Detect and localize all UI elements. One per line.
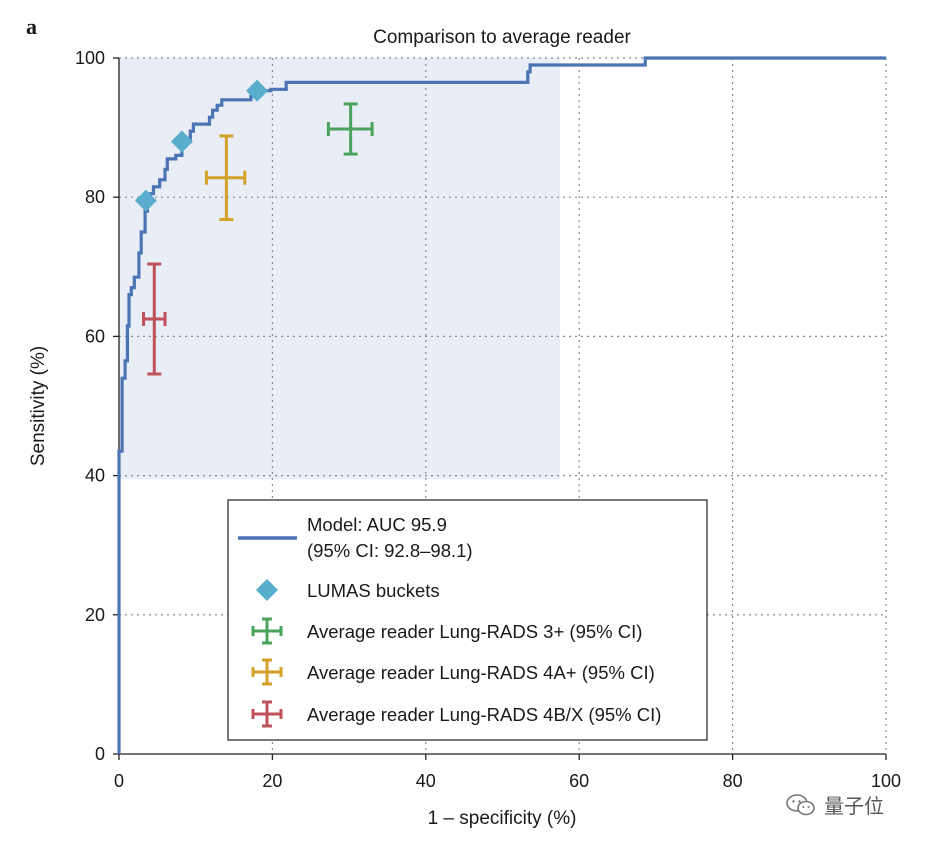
- legend-label-reader-2: Average reader Lung-RADS 4A+ (95% CI): [307, 662, 655, 683]
- x-axis-label: 1 – specificity (%): [428, 808, 577, 829]
- x-tick-label: 60: [569, 771, 589, 791]
- y-tick-label: 0: [95, 744, 105, 764]
- lumas-bucket-point: [170, 130, 193, 153]
- legend-errorbar-swatch-2: [251, 658, 283, 686]
- legend-lumas-swatch: [256, 579, 278, 601]
- watermark-text: 量子位: [824, 794, 884, 818]
- legend-label-model: Model: AUC 95.9: [307, 514, 447, 535]
- x-tick-label: 0: [114, 771, 124, 791]
- legend-label-reader-3: Average reader Lung-RADS 4B/X (95% CI): [307, 704, 661, 725]
- reader-errorbar-2: [204, 134, 247, 221]
- x-tick-label: 80: [723, 771, 743, 791]
- legend-layer: Model: AUC 95.9 (95% CI: 92.8–98.1) LUMAS …: [227, 499, 708, 741]
- legend-label-model-ci: (95% CI: 92.8–98.1): [307, 540, 473, 561]
- y-axis-label: Sensitivity (%): [28, 346, 49, 466]
- legend-errorbar-swatch-1: [251, 617, 283, 645]
- reader-errorbar-3: [142, 262, 167, 376]
- legend-label-lumas: LUMAS buckets: [307, 580, 440, 601]
- x-tick-label: 40: [416, 771, 436, 791]
- x-tick-label: 20: [262, 771, 282, 791]
- wechat-icon: [786, 793, 816, 816]
- lumas-bucket-point: [246, 79, 269, 102]
- x-tick-label: 100: [871, 771, 901, 791]
- lumas-bucket-point: [134, 189, 157, 212]
- points-layer: [134, 79, 374, 376]
- chart-title: Comparison to average reader: [373, 27, 631, 48]
- legend-box: [227, 499, 708, 741]
- legend-errorbar-swatch-3: [251, 700, 283, 728]
- y-tick-label: 60: [85, 326, 105, 346]
- y-tick-label: 100: [75, 48, 105, 68]
- y-tick-label: 40: [85, 466, 105, 486]
- reader-errorbar-1: [326, 102, 374, 156]
- y-tick-label: 80: [85, 187, 105, 207]
- shaded-region-layer: [119, 58, 561, 480]
- y-tick-label: 20: [85, 605, 105, 625]
- legend-label-reader-1: Average reader Lung-RADS 3+ (95% CI): [307, 621, 642, 642]
- watermark: 量子位: [786, 790, 884, 819]
- panel-label: a: [26, 14, 37, 39]
- shaded-region: [119, 58, 561, 480]
